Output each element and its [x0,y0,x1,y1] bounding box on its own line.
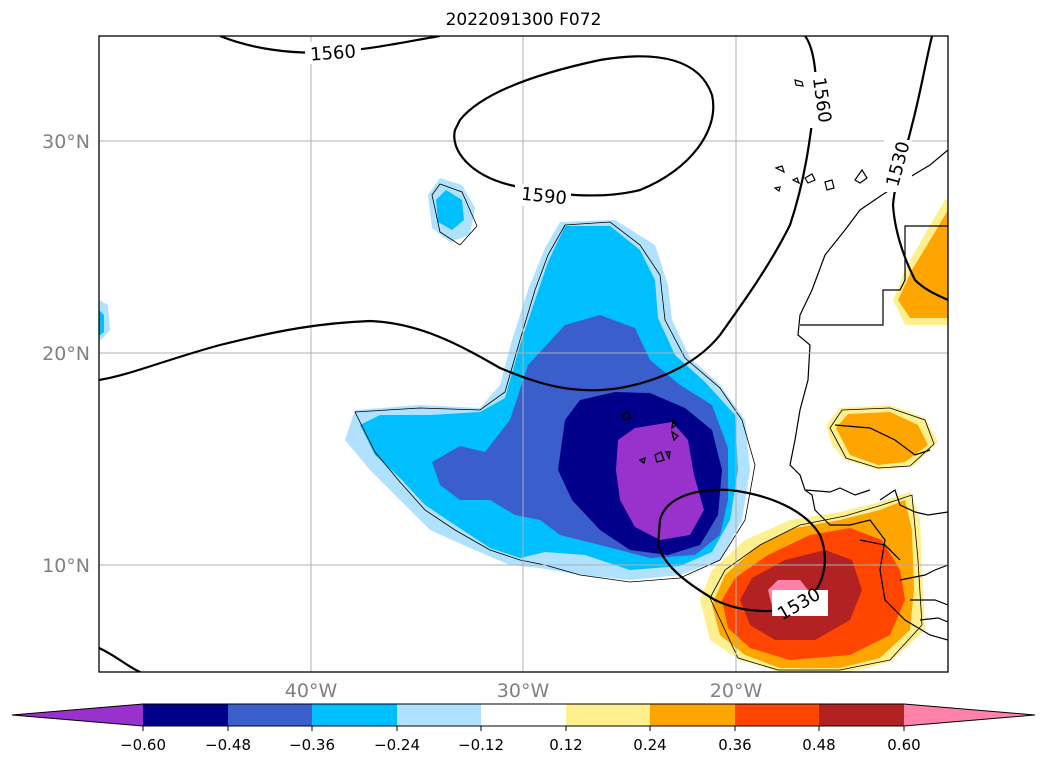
colorbar-segment [397,704,481,726]
colorbar-tick-label: 0.36 [718,736,751,754]
colorbar: −0.60 −0.48 −0.36 −0.24 −0.12 0.12 0.24 … [11,703,1036,754]
colorbar-segment [143,704,228,726]
map-title: 2022091300 F072 [445,10,602,30]
anomaly-fill-orange-north [836,412,928,465]
map-area [99,36,948,672]
contour-label: 1560 [309,41,356,65]
colorbar-ticks [142,726,905,731]
colorbar-segment [481,704,566,726]
colorbar-tick-label: −0.12 [458,736,504,754]
anomaly-outlines [354,183,935,671]
grid-lines [99,36,948,672]
anomaly-fill-orange-east [898,210,948,318]
height-contours [99,36,948,672]
colorbar-segment [819,704,904,726]
lat-label: 20°N [42,343,90,365]
colorbar-tick-label: −0.60 [120,736,166,754]
colorbar-segment [566,704,650,726]
colorbar-segment [735,704,819,726]
anomaly-fill-deepskyblue-edge [99,310,104,336]
colorbar-tick-label: 0.12 [549,736,582,754]
lat-label: 10°N [42,555,90,577]
axis-labels: 30°N 20°N 10°N 40°W 30°W 20°W [42,131,762,702]
colorbar-segment [904,704,1035,726]
anomaly-fill-darkorchid [616,422,704,540]
coastlines [773,79,948,641]
colorbar-segment [650,704,735,726]
lon-label: 40°W [285,680,338,702]
colorbar-segment [12,704,143,726]
contour-label-backgrounds [305,42,912,616]
small-islands [621,411,680,465]
colorbar-tick-label: −0.24 [374,736,420,754]
colorbar-tick-label: −0.36 [289,736,335,754]
colorbar-tick-label: −0.48 [205,736,251,754]
contour-label: 1590 [520,184,568,210]
lat-label: 30°N [42,131,90,153]
colorbar-tick-label: 0.60 [887,736,920,754]
lon-label: 20°W [710,680,763,702]
anomaly-fill-deepskyblue-small [436,190,464,230]
lon-label: 30°W [497,680,550,702]
map-frame [98,35,949,673]
colorbar-tick-label: 0.48 [802,736,835,754]
colorbar-tick-label: 0.24 [633,736,666,754]
colorbar-segment [228,704,312,726]
colorbar-segment [312,704,397,726]
